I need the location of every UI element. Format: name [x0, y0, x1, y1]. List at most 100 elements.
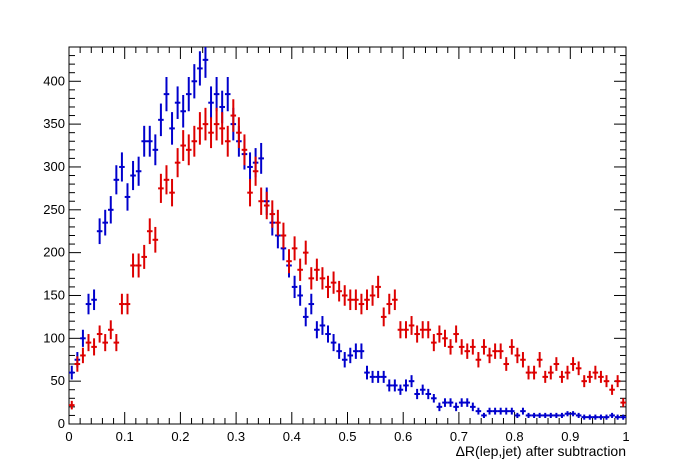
data-point	[208, 86, 214, 119]
data-point	[525, 412, 532, 419]
data-point	[236, 117, 242, 149]
data-point	[213, 76, 220, 112]
data-point	[102, 334, 108, 352]
data-point	[458, 339, 465, 355]
data-point	[614, 414, 621, 420]
data-point	[263, 191, 270, 220]
data-point	[442, 329, 448, 347]
data-point	[564, 411, 571, 417]
data-point	[96, 325, 103, 343]
data-point	[325, 325, 331, 343]
data-point	[548, 365, 554, 380]
data-point	[180, 130, 186, 161]
data-point	[397, 384, 404, 395]
data-point	[609, 412, 615, 419]
data-point	[180, 94, 186, 128]
x-axis-ticks: 0 0.1 0.2 0.3 0.4 0.5 0.6 0.7 0.8 0.9 1	[65, 47, 630, 444]
x-tick-label: 0.4	[283, 429, 301, 444]
data-point	[286, 249, 292, 274]
data-point	[80, 347, 86, 364]
data-point	[74, 356, 81, 372]
data-point	[91, 338, 97, 356]
x-tick-label: 1	[622, 429, 629, 444]
data-point	[542, 412, 549, 419]
data-point	[436, 402, 443, 412]
data-point	[185, 76, 192, 112]
data-point	[470, 402, 476, 412]
data-point	[392, 379, 398, 392]
data-point	[146, 125, 153, 157]
data-point	[614, 375, 621, 388]
data-point	[152, 134, 159, 166]
data-point	[169, 112, 175, 145]
data-point	[531, 365, 537, 380]
data-point	[380, 307, 387, 327]
data-point	[141, 125, 147, 157]
data-point	[247, 178, 253, 207]
series-0	[69, 47, 626, 420]
data-point	[509, 407, 515, 415]
data-point	[369, 285, 376, 306]
data-point	[241, 134, 248, 166]
data-point	[414, 325, 420, 343]
data-point	[91, 289, 97, 311]
data-point	[531, 412, 537, 419]
data-point	[620, 398, 626, 407]
data-point	[598, 370, 604, 383]
data-point	[408, 316, 415, 335]
data-point	[213, 107, 220, 141]
data-point	[436, 325, 443, 343]
y-tick-label: 100	[43, 330, 65, 345]
data-point	[592, 365, 599, 380]
data-point	[520, 407, 526, 415]
data-point	[258, 142, 264, 174]
data-point	[503, 357, 510, 371]
data-point	[252, 156, 259, 186]
data-point	[603, 375, 610, 388]
data-point	[553, 357, 560, 371]
data-point	[130, 253, 136, 278]
data-point	[119, 152, 125, 182]
data-point	[475, 407, 482, 415]
data-point	[113, 334, 120, 352]
data-point	[514, 347, 521, 364]
x-tick-label: 0.5	[338, 429, 356, 444]
data-point	[525, 365, 532, 380]
data-point	[358, 293, 365, 315]
data-point	[158, 173, 164, 203]
data-point	[369, 370, 376, 383]
data-point	[202, 47, 209, 78]
data-point	[392, 289, 398, 311]
data-point	[431, 334, 437, 352]
data-point	[475, 352, 482, 368]
data-point	[275, 209, 281, 236]
data-point	[291, 236, 298, 261]
data-point	[464, 398, 471, 407]
data-point	[224, 125, 231, 157]
data-point	[486, 407, 493, 415]
data-point	[102, 209, 108, 236]
data-point	[353, 343, 359, 359]
x-tick-label: 0	[65, 429, 72, 444]
data-point	[319, 267, 326, 290]
data-point	[80, 329, 86, 347]
data-point	[308, 267, 315, 290]
data-point	[107, 320, 114, 340]
data-point	[130, 160, 136, 191]
data-point	[414, 388, 420, 400]
data-point	[135, 253, 142, 278]
data-point	[163, 76, 170, 112]
y-tick-label: 400	[43, 73, 65, 88]
data-point	[191, 125, 198, 157]
data-point	[219, 112, 225, 145]
data-point	[386, 379, 393, 392]
data-point	[453, 325, 459, 343]
y-tick-label: 0	[58, 416, 65, 431]
data-point	[592, 414, 599, 420]
data-point	[403, 379, 409, 392]
data-point	[297, 285, 303, 306]
x-tick-label: 0.9	[561, 429, 579, 444]
data-point	[141, 244, 147, 269]
data-point	[364, 365, 370, 380]
